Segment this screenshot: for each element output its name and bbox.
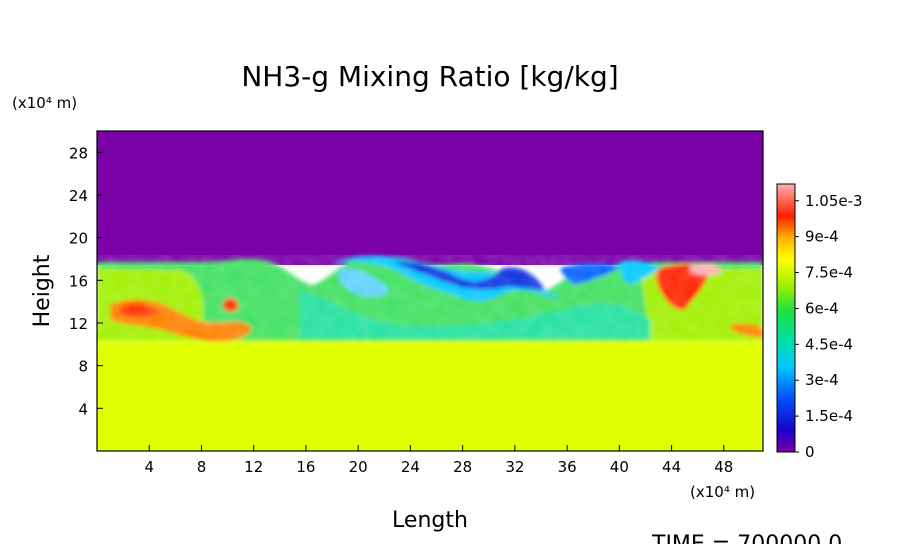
x-axis-unit: (x10⁴ m) [690,483,755,501]
x-tick-label: 28 [453,458,472,476]
y-axis-unit: (x10⁴ m) [12,94,77,112]
y-tick-label: 20 [69,230,88,248]
x-tick-label: 44 [662,458,681,476]
upper-layer-region [97,131,763,265]
x-tick-label: 32 [505,458,524,476]
y-tick-label: 4 [78,400,88,418]
x-tick-label: 40 [610,458,629,476]
x-tick-label: 8 [197,458,207,476]
y-tick-label: 24 [69,187,88,205]
colorbar-tick-label: 6e-4 [805,299,839,317]
y-tick-label: 12 [69,315,88,333]
colorbar-tick-label: 7.5e-4 [805,264,853,282]
colorbar-tick-label: 1.05e-3 [805,192,863,210]
y-tick-label: 8 [78,358,88,376]
colorbar-tick-label: 3e-4 [805,371,839,389]
y-axis-label: Height [30,254,55,327]
x-tick-label: 16 [296,458,315,476]
y-axis-ticks: 4 8 12 16 20 24 28 [69,144,103,418]
x-tick-label: 36 [558,458,577,476]
y-tick-label: 16 [69,272,88,290]
x-axis-ticks: 4 8 12 16 20 24 28 32 36 40 44 48 [144,445,733,476]
x-axis-label: Length [392,508,468,533]
colorbar-ticks: 0 1.5e-4 3e-4 4.5e-4 6e-4 7.5e-4 9e-4 1.05e-3 [795,192,863,461]
x-tick-label: 24 [401,458,420,476]
x-tick-label: 48 [714,458,733,476]
y-tick-label: 28 [69,144,88,162]
heatmap-field [97,131,763,451]
colorbar-tick-label: 1.5e-4 [805,407,853,425]
time-label: TIME = 700000.0 [651,532,842,544]
x-tick-label: 4 [144,458,154,476]
colorbar-tick-label: 9e-4 [805,228,839,246]
colorbar [776,183,796,453]
chart-title: NH3-g Mixing Ratio [kg/kg] [241,60,618,93]
plot-frame [96,130,764,452]
lower-layer-region [97,330,763,451]
x-tick-label: 12 [244,458,263,476]
texture-overlay [97,255,763,345]
colorbar-tick-label: 4.5e-4 [805,335,853,353]
x-tick-label: 20 [349,458,368,476]
colorbar-tick-label: 0 [805,443,815,461]
